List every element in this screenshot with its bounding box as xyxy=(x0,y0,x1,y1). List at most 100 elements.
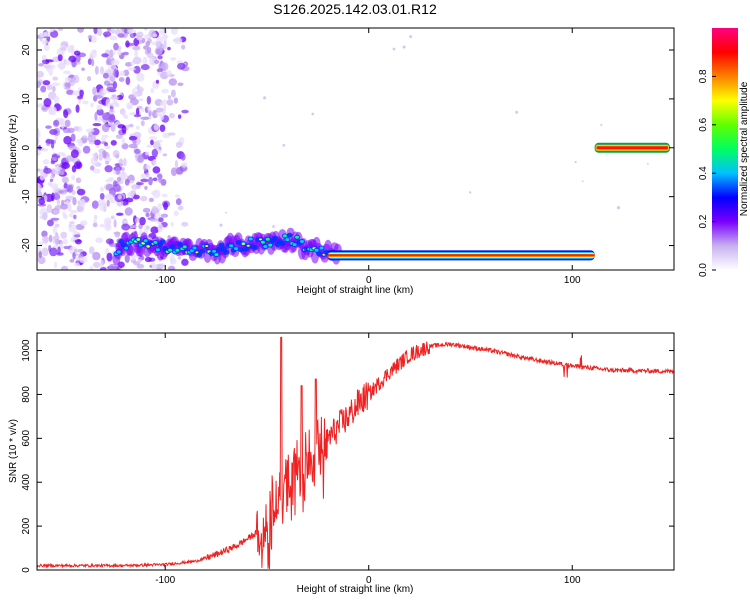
noise-speck xyxy=(272,225,275,228)
noise-blob xyxy=(99,202,107,212)
noise-blob xyxy=(115,134,123,139)
noise-blob xyxy=(148,197,154,203)
noise-blob xyxy=(128,143,138,149)
x-tick-label: 0 xyxy=(366,275,372,286)
noise-speck xyxy=(225,211,227,214)
snr-ylabel: SNR (10 * v/v) xyxy=(8,419,19,483)
noise-speck xyxy=(219,223,223,227)
noise-blob xyxy=(89,265,93,270)
noise-blob xyxy=(42,80,51,86)
noise-blob xyxy=(51,192,55,202)
noise-blob xyxy=(98,152,103,161)
noise-blob xyxy=(52,209,60,215)
noise-blob xyxy=(167,265,176,270)
noise-blob xyxy=(152,177,158,182)
noise-blob xyxy=(160,62,169,72)
noise-blob xyxy=(162,99,168,106)
noise-blob xyxy=(77,28,85,33)
noise-blob xyxy=(159,28,168,36)
track-peak xyxy=(136,238,140,241)
noise-blob xyxy=(53,192,59,197)
noise-blob xyxy=(76,206,84,212)
noise-blob xyxy=(152,166,161,174)
noise-blob xyxy=(137,258,142,263)
track-core xyxy=(279,240,286,246)
spectrogram-ylabel: Frequency (Hz) xyxy=(8,115,19,184)
noise-blob xyxy=(151,148,159,158)
noise-blob xyxy=(117,33,125,38)
noise-blob xyxy=(94,65,99,75)
noise-blob xyxy=(63,245,70,250)
noise-blob xyxy=(156,267,162,270)
noise-blob xyxy=(135,125,140,130)
noise-blob xyxy=(87,34,93,39)
track-core xyxy=(223,249,230,255)
noise-blob xyxy=(146,144,153,148)
noise-blob xyxy=(75,104,80,113)
noise-blob xyxy=(121,223,131,231)
track-core xyxy=(237,247,244,253)
noise-blob xyxy=(45,139,55,144)
noise-blob xyxy=(117,261,125,268)
noise-blob xyxy=(58,190,64,194)
track-peak xyxy=(182,245,187,249)
noise-blob xyxy=(121,167,125,172)
noise-blob xyxy=(144,256,152,263)
noise-blob xyxy=(79,220,88,226)
noise-blob xyxy=(56,166,62,171)
noise-blob xyxy=(157,203,163,211)
track-peak xyxy=(263,244,268,248)
noise-blob xyxy=(67,202,72,212)
track-peak xyxy=(268,243,273,247)
noise-blob xyxy=(100,66,104,75)
noise-blob xyxy=(46,219,54,227)
snr-frame xyxy=(36,332,675,571)
noise-blob xyxy=(92,168,101,174)
noise-blob xyxy=(112,81,118,90)
noise-blob xyxy=(63,70,71,75)
noise-blob xyxy=(140,173,147,179)
noise-blob xyxy=(145,164,151,170)
noise-blob xyxy=(159,43,165,52)
noise-blob xyxy=(60,231,68,239)
noise-blob xyxy=(157,55,163,60)
track-peak xyxy=(265,237,270,241)
noise-blob xyxy=(177,62,186,70)
noise-blob xyxy=(167,95,172,100)
noise-blob xyxy=(158,177,162,183)
noise-blob xyxy=(61,176,69,184)
noise-blob xyxy=(133,114,142,118)
noise-blob xyxy=(37,256,46,265)
noise-blob xyxy=(134,148,141,154)
noise-blob xyxy=(155,107,164,113)
colorbar: 0.0 0.2 0.4 0.6 0.8 Normalized spectral ampl… xyxy=(698,28,750,277)
noise-blob xyxy=(63,135,72,145)
noise-blob xyxy=(42,212,48,221)
noise-blob xyxy=(100,259,104,268)
y-tick-label: 1000 xyxy=(21,339,32,362)
noise-speck xyxy=(402,45,406,49)
noise-blob xyxy=(131,188,137,194)
noise-speck xyxy=(616,206,621,210)
noise-speck xyxy=(581,180,584,183)
noise-blob xyxy=(42,235,50,243)
noise-blob xyxy=(151,190,158,196)
noise-blob xyxy=(60,265,69,270)
noise-blob xyxy=(72,90,80,96)
noise-blob xyxy=(45,59,55,63)
track-peak xyxy=(282,234,287,238)
noise-blob xyxy=(92,122,102,127)
noise-blob xyxy=(52,76,59,81)
noise-blob xyxy=(99,223,106,228)
noise-blob xyxy=(110,102,119,108)
noise-blob xyxy=(73,50,81,56)
noise-blob xyxy=(57,28,64,32)
noise-blob xyxy=(76,186,81,190)
colorbar-tick-label: 0.8 xyxy=(698,69,709,83)
noise-blob xyxy=(150,226,159,234)
noise-blob xyxy=(91,200,99,209)
colorbar-tick-label: 0.2 xyxy=(698,214,709,228)
noise-blob xyxy=(64,77,71,82)
noise-blob xyxy=(123,28,128,34)
